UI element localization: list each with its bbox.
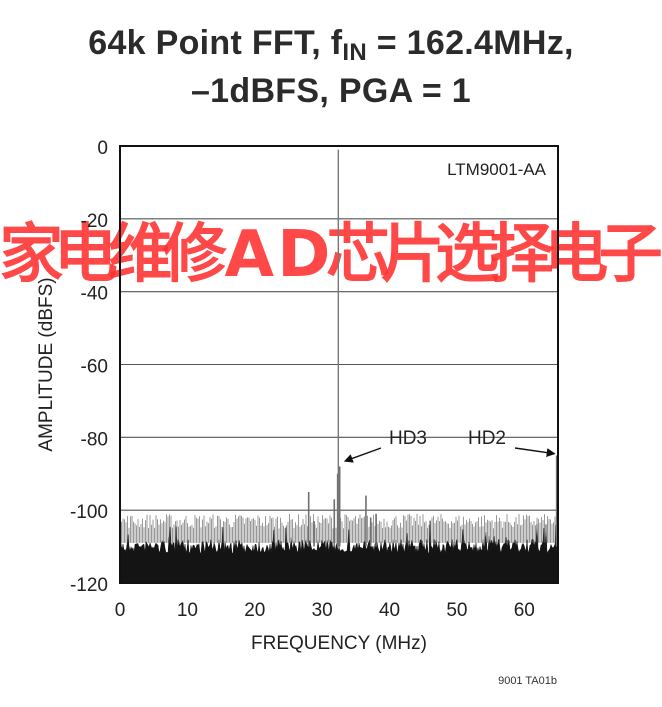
watermark-glyph: A: [224, 218, 274, 292]
y-tick-label: 0: [97, 138, 108, 159]
watermark-glyph: D: [277, 218, 330, 292]
series-label: LTM9001-AA: [447, 160, 547, 179]
watermark-glyph: 择: [490, 218, 555, 292]
y-tick-label: -80: [81, 429, 108, 450]
x-tick-labels: 0 10 20 30 40 50 60: [115, 600, 535, 621]
annotation-hd3: HD3: [389, 428, 427, 449]
watermark-glyph: 电: [544, 218, 608, 292]
y-tick-label: -120: [70, 575, 108, 596]
chart-title-line1: 64k Point FFT, fIN = 162.4MHz,: [0, 24, 662, 67]
x-tick-label: 30: [312, 600, 333, 621]
watermark-glyph: 选: [435, 218, 499, 292]
noise-floor: [119, 513, 559, 584]
noise-band: [119, 520, 559, 584]
x-tick-label: 60: [514, 600, 535, 621]
y-tick-labels: 0 -20 -40 -60 -80 -100 -120: [70, 138, 108, 596]
watermark-glyph: 家: [0, 218, 63, 292]
chart-title-suffix: = 162.4MHz,: [367, 24, 574, 62]
watermark-glyph: 电: [54, 218, 118, 292]
x-tick-label: 50: [446, 600, 467, 621]
watermark-glyph: 子: [599, 218, 662, 292]
x-tick-label: 0: [115, 600, 126, 621]
chart-title-subscript: IN: [342, 39, 367, 66]
y-tick-label: -20: [81, 211, 108, 232]
annotation-hd2: HD2: [468, 428, 506, 449]
watermark-glyph: 修: [163, 218, 228, 292]
annotations: HD3 HD2: [343, 428, 556, 463]
y-tick-label: -40: [81, 284, 108, 305]
y-tick-label: -60: [81, 357, 108, 378]
spur-lines: [307, 455, 558, 547]
y-axis-label: AMPLITUDE (dBFS): [36, 277, 57, 451]
watermark-glyph: 片: [381, 218, 445, 292]
x-tick-label: 40: [379, 600, 400, 621]
chart-title-line2-text: –1dBFS, PGA = 1: [190, 72, 472, 110]
annotation-arrow: [343, 447, 382, 463]
chart-title-line2: –1dBFS, PGA = 1: [0, 72, 662, 111]
x-tick-label: 10: [177, 600, 198, 621]
x-axis-label: FREQUENCY (MHz): [251, 633, 427, 654]
plot-frame: [119, 145, 559, 584]
watermark-glyph: 芯: [326, 218, 390, 292]
watermark-glyph: 维: [108, 218, 172, 292]
chart-title-prefix: 64k Point FFT, f: [88, 24, 343, 62]
y-tick-label: -100: [70, 502, 108, 523]
x-tick-label: 20: [244, 600, 265, 621]
annotation-arrow: [514, 447, 556, 458]
figure-code: 9001 TA01b: [498, 675, 557, 687]
